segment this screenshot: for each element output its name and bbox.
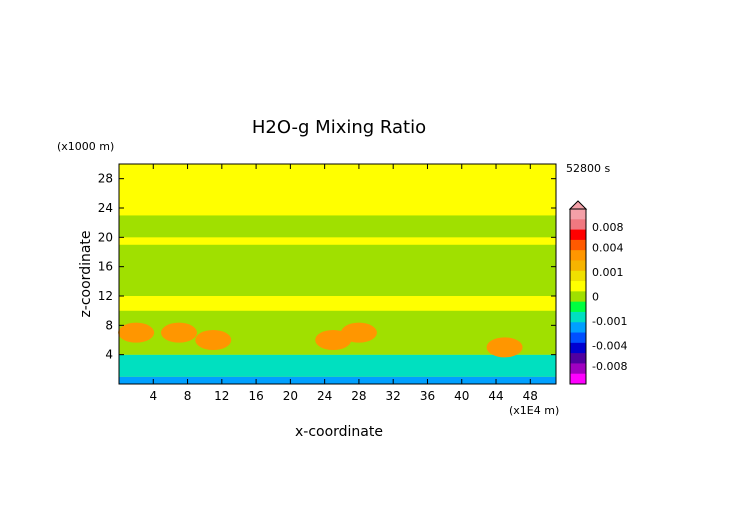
field-plume-0 xyxy=(118,322,155,343)
colorbar-swatch xyxy=(570,219,586,231)
field-plume-1 xyxy=(160,322,197,343)
y-tick-label: 24 xyxy=(98,201,113,215)
colorbar-swatch xyxy=(570,239,586,251)
x-tick-label: 8 xyxy=(184,389,192,403)
field-band-0 xyxy=(119,376,556,384)
field-band-6 xyxy=(119,215,556,238)
field-band-4 xyxy=(119,244,556,296)
colorbar-label: 0.001 xyxy=(592,266,624,279)
colorbar-swatch xyxy=(570,209,586,220)
field-band-7 xyxy=(119,164,556,216)
colorbar-frame xyxy=(569,208,587,385)
y-tick-label: 28 xyxy=(98,172,113,186)
y-unit-label: (x1000 m) xyxy=(57,140,114,153)
y-axis-label: z-coordinate xyxy=(78,230,94,317)
colorbar xyxy=(568,200,588,385)
colorbar-swatch xyxy=(570,311,586,323)
y-tick-label: 16 xyxy=(98,260,113,274)
field-band-5 xyxy=(119,237,556,245)
colorbar-swatch xyxy=(570,342,586,354)
plot-area xyxy=(118,163,557,385)
colorbar-swatch xyxy=(570,301,586,313)
colorbar-label: 0.004 xyxy=(592,241,624,254)
colorbar-label: 0.008 xyxy=(592,221,624,234)
x-tick-label: 40 xyxy=(454,389,469,403)
x-tick-label: 4 xyxy=(149,389,157,403)
colorbar-swatch xyxy=(570,260,586,272)
field-plume-5 xyxy=(486,337,523,358)
colorbar-swatch xyxy=(570,322,586,334)
x-axis-label: x-coordinate xyxy=(295,424,383,440)
y-tick-label: 12 xyxy=(98,289,113,303)
field-band-1 xyxy=(119,354,556,377)
colorbar-label: -0.004 xyxy=(592,340,627,353)
chart-title: H2O-g Mixing Ratio xyxy=(252,117,426,138)
x-tick-label: 44 xyxy=(488,389,503,403)
x-tick-label: 12 xyxy=(214,389,229,403)
colorbar-swatch xyxy=(570,229,586,241)
colorbar-swatch xyxy=(570,281,586,292)
colorbar-swatch xyxy=(570,250,586,261)
y-tick-label: 8 xyxy=(105,318,113,332)
x-tick-label: 16 xyxy=(248,389,263,403)
colorbar-label: 0 xyxy=(592,291,599,304)
colorbar-label: -0.008 xyxy=(592,360,627,373)
x-tick-label: 48 xyxy=(523,389,538,403)
x-tick-label: 28 xyxy=(351,389,366,403)
x-tick-label: 20 xyxy=(283,389,298,403)
plot-frame xyxy=(118,163,557,385)
time-label: 52800 s xyxy=(566,162,610,175)
colorbar-label: -0.001 xyxy=(592,315,627,328)
field-band-3 xyxy=(119,296,556,311)
colorbar-swatch xyxy=(570,270,586,282)
x-tick-label: 36 xyxy=(420,389,435,403)
field-plume-4 xyxy=(340,322,377,343)
field-plume-2 xyxy=(195,330,232,350)
colorbar-swatch xyxy=(570,363,586,375)
colorbar-swatch xyxy=(570,332,586,344)
y-tick-label: 20 xyxy=(98,230,113,244)
colorbar-swatch xyxy=(570,353,586,364)
x-tick-label: 32 xyxy=(386,389,401,403)
x-tick-label: 24 xyxy=(317,389,332,403)
colorbar-swatch xyxy=(570,291,586,303)
colorbar-swatch xyxy=(570,373,586,385)
colorbar-arrow xyxy=(568,200,588,210)
y-tick-label: 4 xyxy=(105,348,113,362)
x-unit-label: (x1E4 m) xyxy=(509,404,559,417)
